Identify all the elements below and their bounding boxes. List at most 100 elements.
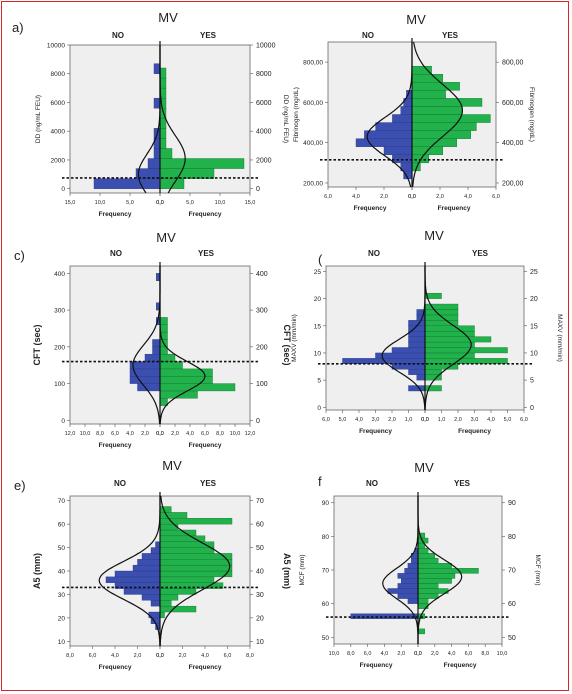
panel-title-mv: MV [406, 12, 426, 27]
bar-yes [417, 588, 449, 594]
ytick-label-right: 90 [508, 500, 516, 507]
yaxis-title-right: Fibrinogen (mg/dL) [528, 87, 535, 142]
bar-no [129, 376, 161, 384]
bar-yes [159, 512, 188, 519]
ytick-label-right: 25 [530, 269, 538, 276]
xaxis-label-right: Frequency [438, 205, 471, 212]
group-label-no: NO [368, 249, 380, 258]
xtick-label-left: 0,0 [414, 651, 422, 657]
bar-yes [411, 98, 483, 107]
ytick-label-left: 50 [58, 545, 66, 552]
xtick-label-right: 2,0 [171, 431, 179, 437]
group-label-yes: YES [442, 31, 459, 40]
ytick-label-left: 6000 [51, 100, 66, 107]
ytick-label-right: 800,00 [502, 60, 524, 67]
xtick-label-right: 0,0 [156, 200, 164, 206]
ytick-label-left: 70 [58, 498, 66, 505]
xtick-label-left: 2,0 [380, 194, 388, 200]
bar-no [141, 553, 161, 560]
bar-yes [424, 325, 475, 332]
xtick-label-right: 0,0 [408, 194, 416, 200]
ytick-label-left: 4000 [51, 129, 66, 136]
bar-yes [417, 568, 479, 574]
bar-yes [424, 385, 442, 392]
xtick-label-right: 2,0 [431, 651, 439, 657]
ytick-label-left: 0 [317, 405, 321, 412]
bar-yes [424, 309, 459, 316]
bar-yes [417, 578, 452, 584]
panel-title-mv: MV [158, 10, 178, 25]
bar-yes [417, 552, 435, 559]
bar-yes [159, 559, 233, 566]
bar-yes [159, 148, 173, 159]
ytick-label-right: 50 [256, 545, 264, 552]
xtick-label-right: 6,0 [520, 417, 528, 423]
chart-panel-3: c) MV NO YES 0 0 100 100 200 200 300 300 400 400 12,0 1… [14, 230, 292, 449]
bar-no [387, 588, 419, 594]
bar-no [391, 347, 426, 354]
ytick-label-right: 0 [530, 405, 534, 412]
ytick-label-right: 10000 [256, 43, 276, 50]
ytick-label-left: 15 [314, 323, 322, 330]
bar-no [350, 613, 419, 619]
ytick-label-right: 60 [508, 601, 516, 608]
xtick-label-left: 8,0 [96, 431, 104, 437]
xaxis-label-left: Frequency [99, 442, 132, 449]
bar-yes [159, 506, 172, 513]
xtick-label-left: 4,0 [355, 417, 363, 423]
ytick-label-right: 400,00 [502, 140, 524, 147]
bar-yes [417, 583, 439, 589]
ytick-label-right: 60 [256, 522, 264, 529]
normal-curve-yes [424, 266, 472, 410]
bar-yes [411, 154, 429, 164]
xtick-label-left: 3,0 [372, 417, 380, 423]
panel-title-mv: MV [424, 228, 444, 243]
xtick-label-left: 6,0 [111, 431, 119, 437]
bar-yes [159, 128, 167, 139]
xtick-label-left: 0,0 [156, 653, 164, 659]
xtick-label-right: 2,0 [436, 194, 444, 200]
group-label-no: NO [110, 249, 122, 258]
bar-yes [159, 570, 233, 578]
bar-yes [424, 341, 475, 348]
xtick-label-right: 4,0 [186, 431, 194, 437]
bar-no [153, 148, 161, 159]
xtick-label-right: 2,0 [179, 653, 187, 659]
xaxis-label-right: Frequency [444, 662, 477, 669]
xtick-label-left: 6,0 [364, 651, 372, 657]
xaxis-label-right: Frequency [189, 664, 222, 671]
ytick-label-left: 10000 [47, 43, 65, 50]
bars [98, 496, 233, 646]
panel-letter: c) [14, 248, 25, 263]
ytick-label-right: 600,00 [502, 100, 524, 107]
bar-no [408, 320, 426, 326]
yaxis-title-left: A5 (mm) [32, 553, 42, 589]
ytick-label-left: 800,00 [303, 60, 323, 67]
ytick-label-right: 100 [256, 381, 268, 388]
bar-no [408, 341, 426, 348]
ytick-label-left: 60 [58, 522, 66, 529]
xaxis-label-right: Frequency [189, 211, 222, 218]
xtick-label-left: 4,0 [126, 431, 134, 437]
chart-panel-1: a) MV NO YES 0 0 2000 2000 4000 4000 6000 6000 8000 8… [12, 10, 289, 218]
bar-yes [417, 563, 452, 569]
bars [355, 42, 491, 187]
bar-no [123, 588, 161, 595]
xtick-label-right: 0,0 [156, 653, 164, 659]
bar-no [150, 547, 161, 554]
xaxis-label-left: Frequency [359, 428, 392, 435]
xtick-label-right: 10,0 [215, 200, 226, 206]
xtick-label-left: 0,0 [156, 431, 164, 437]
bars [342, 266, 508, 410]
bar-no [408, 385, 426, 392]
yaxis-title-left: MCF (mm) [299, 554, 306, 585]
bar-no [150, 600, 161, 607]
bar-yes [159, 118, 167, 129]
bar-yes [159, 317, 168, 325]
xtick-label-right: 10,0 [230, 431, 241, 437]
bar-yes [159, 158, 245, 169]
ytick-label-left: 80 [322, 534, 330, 541]
bar-yes [411, 138, 457, 147]
xtick-label-left: 5,0 [339, 417, 347, 423]
panel-letter: ( [318, 252, 323, 267]
